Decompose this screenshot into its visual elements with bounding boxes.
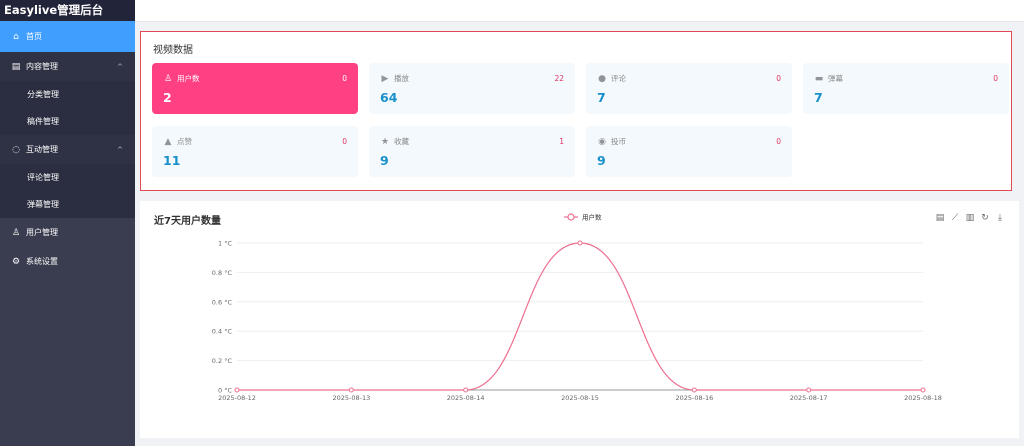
stat-value: 64	[380, 90, 398, 105]
chevron-up-icon: ^	[117, 145, 123, 154]
y-tick-label: 0.2 °C	[212, 357, 233, 365]
x-tick-label: 2025-08-13	[332, 394, 370, 402]
thumbs-up-icon: ▲	[164, 136, 172, 147]
line-chart: 0 °C 0.2 °C 0.4 °C 0.6 °C 0.8 °C 1 °C 2025-08-…	[212, 213, 942, 403]
stat-count: 1	[559, 137, 564, 146]
home-icon: ⌂	[13, 31, 19, 42]
y-tick-label: 0.8 °C	[212, 269, 233, 277]
bar-chart-icon[interactable]: ▥	[965, 213, 975, 223]
series-line	[236, 242, 923, 391]
chart-toolbox: ▤ ⟋ ▥ ↻ ⤓	[935, 213, 1005, 223]
sidebar-item-label: 系统设置	[26, 257, 58, 266]
sidebar-item-content[interactable]: ▤ 内容管理 ^	[0, 52, 135, 81]
user-icon: ♙	[11, 227, 21, 238]
stat-value: 7	[814, 90, 823, 105]
stat-label: 投币	[611, 137, 626, 146]
stat-card-danmaku[interactable]: ▬ 弹幕 0 7	[803, 63, 1009, 114]
stat-value: 11	[163, 153, 181, 168]
stat-label: 播放	[394, 74, 409, 83]
y-tick-label: 1 °C	[218, 240, 232, 248]
x-tick-label: 2025-08-18	[904, 394, 942, 402]
user-chart-panel: 近7天用户数量 ▤ ⟋ ▥ ↻ ⤓ 0 °C 0.2 °C 0.4 °C 0.6 °C…	[140, 201, 1019, 438]
stat-count: 22	[554, 74, 564, 83]
stat-count: 0	[993, 74, 998, 83]
stat-card-favorites[interactable]: ★ 收藏 1 9	[369, 126, 575, 177]
video-stats-panel: 视频数据 ♙ 用户数 0 2 ▶ 播放 22 64 ● 评论 0 7 ▬ 弹幕 0 7 …	[140, 31, 1012, 191]
stat-label: 评论	[611, 74, 626, 83]
document-icon: ▤	[11, 61, 21, 72]
data-view-icon[interactable]: ▤	[935, 213, 945, 223]
app-title: Easylive管理后台	[0, 0, 135, 21]
data-point	[577, 240, 583, 246]
stat-value: 2	[163, 90, 172, 105]
stat-value: 9	[597, 153, 606, 168]
stat-value: 9	[380, 153, 389, 168]
stat-count: 0	[776, 137, 781, 146]
sidebar-subitem-danmaku[interactable]: 弹幕管理	[0, 191, 135, 218]
sidebar-item-settings[interactable]: ⚙ 系统设置	[0, 247, 135, 276]
download-icon[interactable]: ⤓	[998, 213, 1002, 223]
sidebar-item-interaction[interactable]: ◌ 互动管理 ^	[0, 135, 135, 164]
stat-card-likes[interactable]: ▲ 点赞 0 11	[152, 126, 358, 177]
chat-icon: ◌	[12, 144, 20, 155]
sidebar-item-label: 首页	[26, 32, 42, 41]
stat-label: 点赞	[177, 137, 192, 146]
line-chart-icon[interactable]: ⟋	[951, 213, 959, 223]
legend-marker	[567, 213, 575, 221]
stat-value: 7	[597, 90, 606, 105]
y-tick-label: 0 °C	[218, 387, 232, 395]
star-icon: ★	[380, 136, 390, 147]
legend-label: 用户数	[582, 213, 602, 222]
stat-card-comments[interactable]: ● 评论 0 7	[586, 63, 792, 114]
chevron-up-icon: ^	[117, 62, 123, 71]
restore-icon[interactable]: ↻	[981, 213, 989, 223]
stat-card-users[interactable]: ♙ 用户数 0 2	[152, 63, 358, 114]
stat-count: 0	[342, 74, 347, 83]
sidebar-item-label: 互动管理	[26, 145, 58, 154]
sidebar-subitem-comments[interactable]: 评论管理	[0, 164, 135, 191]
play-icon: ▶	[381, 73, 389, 84]
chart-title: 近7天用户数量	[154, 216, 221, 227]
sidebar-item-users[interactable]: ♙ 用户管理	[0, 218, 135, 247]
x-tick-label: 2025-08-14	[447, 394, 485, 402]
y-tick-label: 0.4 °C	[212, 328, 233, 336]
stat-card-play[interactable]: ▶ 播放 22 64	[369, 63, 575, 114]
data-point	[691, 387, 697, 393]
data-point	[234, 387, 240, 393]
sidebar: Easylive管理后台 ⌂ 首页 ▤ 内容管理 ^ 分类管理 稿件管理 ◌ 互…	[0, 0, 135, 446]
y-tick-label: 0.6 °C	[212, 298, 233, 306]
data-point	[920, 387, 926, 393]
data-point	[806, 387, 812, 393]
coin-icon: ◉	[598, 136, 606, 147]
sidebar-subitem-manuscript[interactable]: 稿件管理	[0, 108, 135, 135]
comment-icon: ●	[598, 73, 606, 84]
stat-count: 0	[776, 74, 781, 83]
stat-label: 弹幕	[828, 74, 843, 83]
gear-icon: ⚙	[11, 256, 21, 267]
stat-label: 收藏	[394, 137, 409, 146]
panel-title: 视频数据	[153, 45, 193, 56]
stat-card-coins[interactable]: ◉ 投币 0 9	[586, 126, 792, 177]
sidebar-item-label: 内容管理	[26, 62, 58, 71]
user-icon: ♙	[163, 73, 173, 84]
stat-count: 0	[342, 137, 347, 146]
data-point	[463, 387, 469, 393]
sidebar-item-home[interactable]: ⌂ 首页	[0, 21, 135, 52]
stat-label: 用户数	[177, 74, 200, 83]
danmaku-icon: ▬	[814, 73, 824, 84]
sidebar-item-label: 用户管理	[26, 228, 58, 237]
data-point	[348, 387, 354, 393]
x-tick-label: 2025-08-17	[790, 394, 828, 402]
x-tick-label: 2025-08-12	[218, 394, 256, 402]
top-bar	[135, 0, 1024, 22]
x-tick-label: 2025-08-16	[675, 394, 713, 402]
x-tick-label: 2025-08-15	[561, 394, 599, 402]
sidebar-subitem-category[interactable]: 分类管理	[0, 81, 135, 108]
